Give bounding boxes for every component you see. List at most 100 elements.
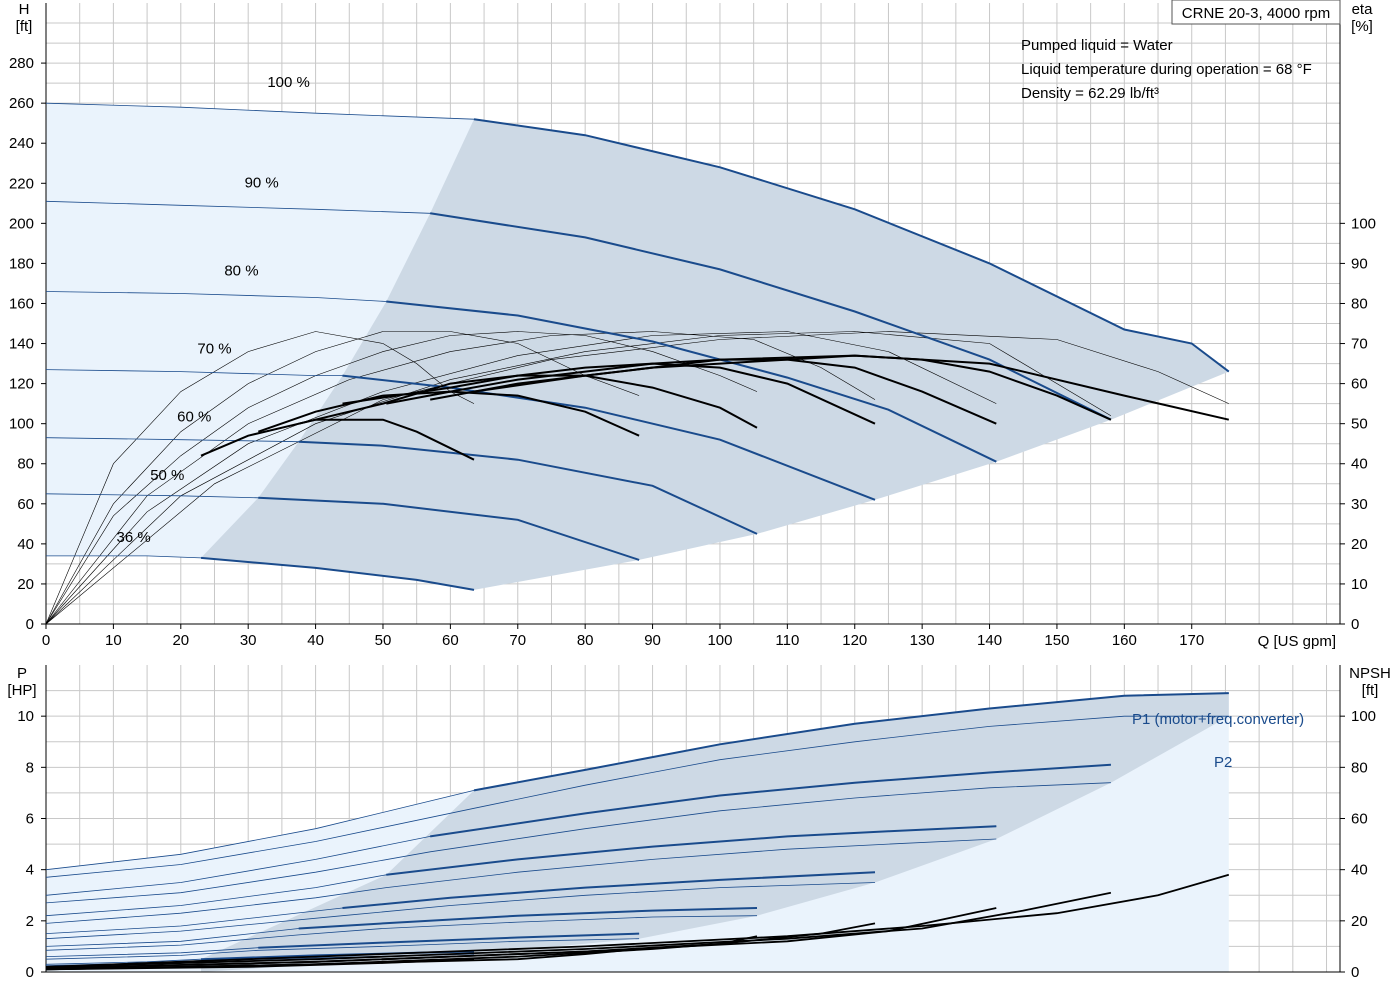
speed-curve-label: 36 % <box>117 529 151 546</box>
chart-title: CRNE 20-3, 4000 rpm <box>1182 5 1330 22</box>
y2-tick-label: 10 <box>1351 576 1368 593</box>
y-tick-label: 240 <box>9 135 34 152</box>
y2-tick-label: 90 <box>1351 255 1368 272</box>
x-tick-label: 40 <box>307 632 324 649</box>
eta-axis-unit: [%] <box>1351 18 1373 35</box>
speed-curve <box>430 212 1112 421</box>
y2-tick-label: 60 <box>1351 811 1368 828</box>
speed-curve-label: 70 % <box>197 341 231 358</box>
p2-curve <box>45 882 876 940</box>
head-efficiency-panel: 0 20 40 60 80 100 120 140 160 180 200 220 240 260 280 0… <box>9 3 1376 649</box>
x-tick-label: 10 <box>105 632 122 649</box>
x-tick-label: 100 <box>707 632 732 649</box>
efficiency-curve <box>386 358 997 425</box>
x-tick-label: 60 <box>442 632 459 649</box>
q-axis-label: Q [US gpm] <box>1258 633 1336 650</box>
y2-tick-label: 20 <box>1351 536 1368 553</box>
efficiency-curve-extension <box>45 331 758 625</box>
h-axis-label: H <box>19 1 30 18</box>
eta-axis-label: eta <box>1352 1 1374 18</box>
y2-tick-label: 40 <box>1351 456 1368 473</box>
x-tick-label: 150 <box>1044 632 1069 649</box>
speed-curve <box>200 556 475 591</box>
y-tick-label: 10 <box>17 708 34 725</box>
x-tick-label: 20 <box>172 632 189 649</box>
y2-tick-label: 100 <box>1351 708 1376 725</box>
x-tick-label: 70 <box>509 632 526 649</box>
density-note: Density = 62.29 lb/ft³ <box>1021 85 1159 102</box>
y-tick-label: 0 <box>26 964 34 981</box>
y-tick-label: 40 <box>17 536 34 553</box>
x-tick-label: 30 <box>240 632 257 649</box>
npsh-axis-unit: [ft] <box>1362 682 1379 699</box>
x-tick-label: 130 <box>910 632 935 649</box>
x-tick-label: 170 <box>1179 632 1204 649</box>
p1-series-label: P1 (motor+freq.converter) <box>1132 711 1304 728</box>
recommended-operating-region <box>201 119 1229 590</box>
p-axis-unit: [HP] <box>7 682 36 699</box>
y-tick-label: 4 <box>26 862 34 879</box>
x-tick-label: 80 <box>577 632 594 649</box>
y-tick-label: 120 <box>9 376 34 393</box>
efficiency-curve-extension <box>45 331 1229 625</box>
y-tick-label: 6 <box>26 811 34 828</box>
y-tick-label: 140 <box>9 336 34 353</box>
model-title-box <box>1171 0 1341 25</box>
p1-curve <box>258 932 640 949</box>
npsh-axis-label: NPSH <box>1349 665 1391 682</box>
y2-tick-label: 60 <box>1351 376 1368 393</box>
y2-tick-label: 20 <box>1351 913 1368 930</box>
liquid-note: Pumped liquid = Water <box>1021 37 1173 54</box>
p1-curve <box>386 825 997 876</box>
h-axis-unit: [ft] <box>16 18 33 35</box>
y2-tick-label: 80 <box>1351 295 1368 312</box>
y-tick-label: 2 <box>26 913 34 930</box>
y-tick-label: 220 <box>9 175 34 192</box>
speed-curve-label: 60 % <box>177 409 211 426</box>
x-tick-label: 90 <box>644 632 661 649</box>
y-tick-label: 8 <box>26 759 34 776</box>
efficiency-curve <box>473 354 1230 421</box>
y-tick-label: 260 <box>9 95 34 112</box>
y2-tick-label: 70 <box>1351 336 1368 353</box>
y2-tick-label: 80 <box>1351 759 1368 776</box>
y-tick-label: 80 <box>17 456 34 473</box>
x-tick-label: 160 <box>1112 632 1137 649</box>
x-tick-label: 110 <box>775 632 799 649</box>
y-tick-label: 160 <box>9 295 34 312</box>
y2-tick-label: 0 <box>1351 964 1359 981</box>
p1-curve <box>342 871 876 909</box>
p1-curve <box>430 763 1111 838</box>
p1-curve <box>298 907 758 930</box>
power-recommended-region <box>201 693 1229 972</box>
npsh-curve <box>45 948 640 971</box>
y-tick-label: 0 <box>26 616 34 633</box>
p2-curve <box>45 715 1229 878</box>
p-axis-label: P <box>17 665 27 682</box>
y2-tick-label: 0 <box>1351 616 1359 633</box>
y-tick-label: 280 <box>9 55 34 72</box>
x-tick-label: 120 <box>842 632 867 649</box>
speed-curve-label: 90 % <box>245 174 279 191</box>
temperature-note: Liquid temperature during operation = 68… <box>1021 61 1312 78</box>
y-tick-label: 20 <box>17 576 34 593</box>
y-tick-label: 200 <box>9 215 34 232</box>
p2-series-label: P2 <box>1214 754 1232 771</box>
speed-curve-label: 80 % <box>224 262 258 279</box>
p2-curve <box>45 838 997 924</box>
efficiency-curve <box>342 362 876 425</box>
speed-curve <box>473 118 1230 373</box>
y-tick-label: 180 <box>9 255 34 272</box>
speed-curve <box>298 440 758 535</box>
speed-curve-label: 100 % <box>267 74 310 91</box>
y2-tick-label: 100 <box>1351 215 1376 232</box>
speed-curve <box>258 496 640 561</box>
efficiency-curve-extension <box>45 331 876 625</box>
npsh-curve <box>45 891 1112 968</box>
p2-curve <box>45 938 640 960</box>
y-tick-label: 60 <box>17 496 34 513</box>
p1-curve <box>473 692 1229 792</box>
efficiency-curve-extension <box>45 331 1112 625</box>
